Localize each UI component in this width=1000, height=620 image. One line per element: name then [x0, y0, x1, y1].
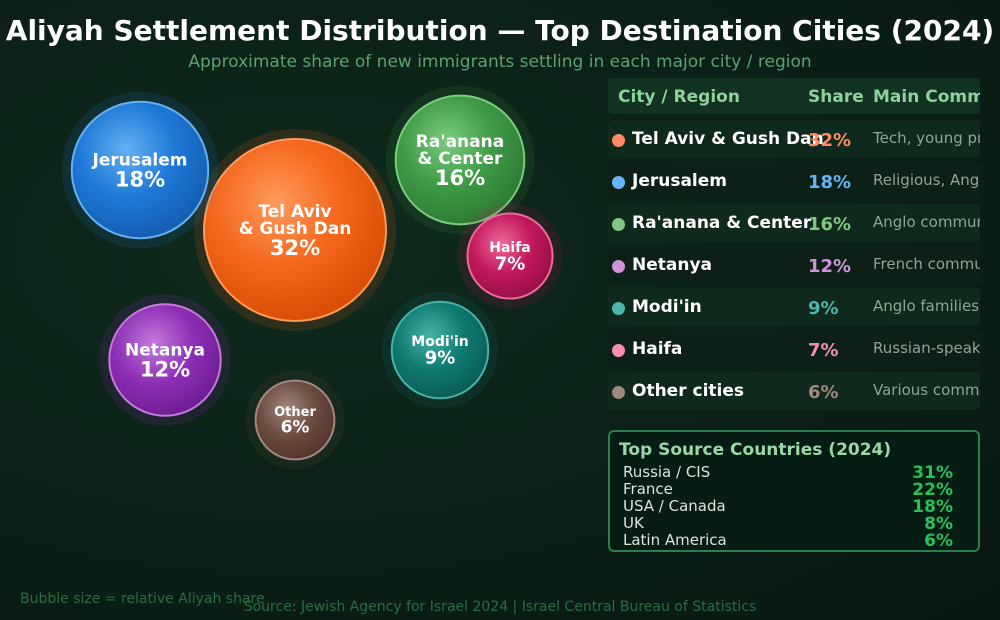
- legend-dot: [612, 218, 625, 231]
- source-country-share: 8%: [924, 514, 953, 534]
- bubble-value: 6%: [281, 417, 310, 437]
- source-country-row: USA / Canada 18%: [623, 497, 953, 517]
- bubble-modi-in: Modi'in9%: [381, 291, 499, 409]
- chart-title: Aliyah Settlement Distribution — Top Des…: [5, 14, 995, 47]
- source-country-name: France: [623, 480, 673, 498]
- row-share: 9%: [808, 298, 839, 319]
- bubble-value: 16%: [435, 166, 485, 190]
- bubble-name: Haifa: [489, 240, 531, 256]
- bubble-name: Tel Aviv: [258, 202, 331, 222]
- legend-dot: [612, 344, 625, 357]
- bubble-name: Netanya: [125, 340, 205, 360]
- row-city: Jerusalem: [632, 171, 728, 191]
- header-community: Main Commu: [873, 87, 980, 107]
- legend-dot: [612, 260, 625, 273]
- source-country-share: 22%: [912, 480, 953, 500]
- row-community: Anglo communit: [873, 213, 980, 231]
- row-share: 18%: [808, 172, 852, 193]
- source-country-name: USA / Canada: [623, 497, 726, 515]
- city-table: City / Region Share Main Commu Tel Aviv …: [608, 78, 980, 418]
- row-community: Anglo families: [873, 297, 980, 315]
- table-header: City / Region Share Main Commu: [608, 78, 980, 114]
- bubble-value: 9%: [425, 348, 456, 369]
- bubble-value: 32%: [270, 236, 320, 260]
- bubble-name: Other: [274, 405, 316, 420]
- bubble-circle: [108, 303, 222, 417]
- legend-dot: [612, 386, 625, 399]
- bubble-name: Modi'in: [411, 334, 468, 350]
- row-city: Modi'in: [632, 297, 702, 317]
- row-community: Various commu: [873, 381, 980, 399]
- table-row: Jerusalem 18% Religious, Anglo: [608, 162, 980, 200]
- row-community: Russian-speakin: [873, 339, 980, 357]
- legend-dot: [612, 176, 625, 189]
- source-country-share: 18%: [912, 497, 953, 517]
- row-city: Ra'anana & Center: [632, 213, 812, 233]
- source-country-share: 31%: [912, 463, 953, 483]
- row-city: Haifa: [632, 339, 683, 359]
- table-row: Netanya 12% French commun: [608, 246, 980, 284]
- bubble-circle: [70, 100, 210, 240]
- bubble-value: 7%: [495, 254, 526, 275]
- row-city: Other cities: [632, 381, 745, 401]
- bubble-name: & Center: [418, 149, 504, 169]
- row-share: 16%: [808, 214, 852, 235]
- bubble-value: 12%: [140, 358, 190, 382]
- source-country-row: Latin America 6%: [623, 531, 953, 551]
- source-country-share: 6%: [924, 531, 953, 551]
- size-note: Bubble size = relative Aliyah share: [20, 591, 265, 607]
- source-credit: Source: Jewish Agency for Israel 2024 | …: [243, 599, 757, 615]
- legend-dot: [612, 302, 625, 315]
- source-country-name: UK: [623, 514, 644, 532]
- bubble-value: 18%: [115, 168, 165, 192]
- source-country-row: Russia / CIS 31%: [623, 463, 953, 483]
- row-community: Religious, Anglo: [873, 171, 980, 189]
- source-country-row: France 22%: [623, 480, 953, 500]
- legend-dot: [612, 134, 625, 147]
- row-city: Tel Aviv & Gush Dan: [632, 129, 824, 149]
- row-share: 32%: [808, 130, 852, 151]
- row-share: 6%: [808, 382, 839, 403]
- bubble-circle: [466, 212, 554, 300]
- source-country-name: Latin America: [623, 531, 727, 549]
- table-row: Haifa 7% Russian-speakin: [608, 330, 980, 368]
- header-city: City / Region: [618, 87, 740, 107]
- bubble-name: Ra'anana: [416, 132, 504, 152]
- bubble-name: Jerusalem: [91, 150, 187, 170]
- source-countries-title: Top Source Countries (2024): [619, 440, 892, 460]
- bubble-name: & Gush Dan: [239, 219, 352, 239]
- bubble-chart: Tel Aviv& Gush Dan32%Jerusalem18%Ra'anan…: [61, 85, 563, 470]
- row-community: Tech, young pro: [873, 129, 980, 147]
- bubble-circle: [203, 138, 387, 322]
- source-countries-box: Top Source Countries (2024) Russia / CIS…: [608, 430, 980, 552]
- bubble-circle: [394, 94, 526, 226]
- source-country-row: UK 8%: [623, 514, 953, 534]
- row-community: French commun: [873, 255, 980, 273]
- table-row: Modi'in 9% Anglo families: [608, 288, 980, 326]
- header-share: Share: [808, 87, 864, 107]
- row-share: 7%: [808, 340, 839, 361]
- row-city: Netanya: [632, 255, 713, 275]
- source-country-name: Russia / CIS: [623, 463, 711, 481]
- bubble-circle: [254, 379, 336, 461]
- table-row: Other cities 6% Various commu: [608, 372, 980, 410]
- chart-subtitle: Approximate share of new immigrants sett…: [188, 52, 812, 72]
- bubble-circle: [390, 300, 490, 400]
- row-share: 12%: [808, 256, 852, 277]
